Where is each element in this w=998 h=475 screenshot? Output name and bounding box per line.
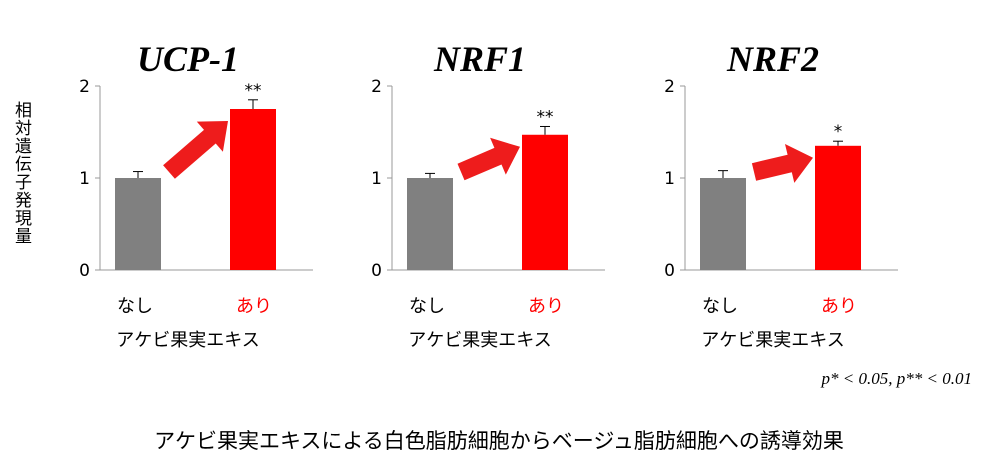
y-tick-label: 2 [371, 77, 382, 97]
bar-treated [522, 134, 568, 270]
x-axis-title: アケビ果実エキス [701, 330, 845, 351]
plot-area: 0 1 2 ** [79, 77, 313, 281]
chart-title: NRF2 [726, 39, 820, 79]
category-label-with: あり [528, 296, 564, 317]
plot-area: 0 1 2 ** [371, 77, 605, 281]
category-label-none: なし [117, 296, 153, 317]
increase-arrow-icon [457, 137, 520, 181]
y-tick-label: 1 [664, 169, 675, 189]
bar-control [407, 178, 453, 270]
bar-treated [230, 109, 276, 270]
category-label-none: なし [409, 296, 445, 317]
significance-note-text: p* < 0.05, p** < 0.01 [821, 369, 972, 388]
chart-panel-ucp1: UCP-1 0 1 2 ** なし あり アケビ果実エキス [38, 0, 338, 360]
x-axis-title: アケビ果実エキス [408, 330, 552, 351]
category-label-with: あり [236, 296, 272, 317]
category-label-none: なし [702, 296, 738, 317]
y-tick-label: 2 [664, 77, 675, 97]
significance-mark: * [834, 122, 843, 142]
significance-mark: ** [245, 81, 262, 101]
increase-arrow-icon [163, 121, 228, 179]
chart-panel-nrf2: NRF2 0 1 2 * なし あり アケビ果実エキス [623, 0, 923, 360]
chart-title: NRF1 [433, 39, 527, 79]
significance-mark: ** [537, 107, 554, 127]
y-tick-label: 2 [79, 77, 90, 97]
plot-area: 0 1 2 * [664, 77, 898, 281]
bar-control [115, 178, 161, 270]
y-tick-label: 1 [79, 169, 90, 189]
increase-arrow-icon [751, 144, 813, 183]
bar-control [700, 178, 746, 270]
figure-caption: アケビ果実エキスによる白色脂肪細胞からベージュ脂肪細胞への誘導効果 [154, 429, 844, 453]
y-tick-label: 0 [664, 261, 675, 281]
y-tick-label: 0 [79, 261, 90, 281]
category-label-with: あり [821, 296, 857, 317]
bar-treated [815, 145, 861, 270]
chart-title: UCP-1 [137, 39, 239, 79]
y-tick-label: 1 [371, 169, 382, 189]
x-axis-title: アケビ果実エキス [116, 330, 260, 351]
chart-panel-nrf1: NRF1 0 1 2 ** なし あり アケビ果実エキス [330, 0, 630, 360]
y-tick-label: 0 [371, 261, 382, 281]
y-axis-label: 相対遺伝子発現量 [11, 101, 31, 245]
significance-note: p* < 0.05, p** < 0.01 [822, 369, 972, 389]
